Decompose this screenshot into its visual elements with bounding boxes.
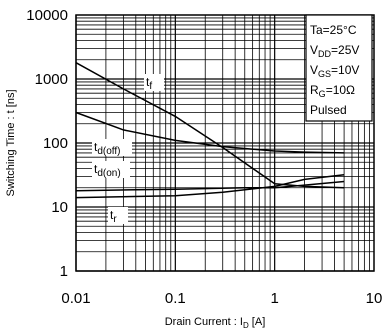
series-td(off)-line — [75, 111, 345, 154]
condition-line: RG=10Ω — [310, 83, 355, 99]
curve-label-bg — [108, 207, 128, 224]
series-tr-line — [75, 180, 345, 192]
plot-frame — [75, 14, 375, 272]
x-tick-label: 0.01 — [61, 290, 90, 307]
condition-line: Ta=25°C — [310, 23, 357, 37]
y-tick-label: 10 — [51, 199, 68, 216]
curve-label-td(off): td(off) — [94, 140, 121, 157]
y-tick-label: 1 — [60, 263, 68, 280]
curve-label-bg — [92, 139, 132, 156]
y-tick-label: 1000 — [35, 71, 68, 88]
curve-label-bg — [144, 74, 164, 91]
curve-label-tf: tf — [146, 75, 152, 92]
curves — [75, 62, 345, 199]
y-tick-label: 10000 — [26, 7, 68, 24]
condition-line: VGS=10V — [310, 63, 359, 79]
series-td(on)-line — [75, 173, 345, 199]
x-tick-label: 0.1 — [165, 290, 186, 307]
tick-labels: 0.01 0.1 1 10 1 10 100 1000 10000 — [26, 7, 382, 307]
condition-line: VDD=25V — [310, 43, 359, 59]
curve-label-td(on): td(on) — [94, 162, 121, 179]
curve-label-tr: tr — [110, 208, 117, 225]
curve-label-bg — [92, 161, 130, 178]
curve-labels: tf td(off) td(on) tr — [92, 74, 164, 225]
series-tf-line — [75, 62, 345, 189]
conditions-box: Ta=25°C VDD=25V VGS=10V RG=10Ω Pulsed — [305, 14, 373, 122]
y-tick-label: 100 — [43, 135, 68, 152]
condition-line: Pulsed — [310, 103, 347, 117]
x-tick-label: 1 — [270, 290, 278, 307]
x-axis-label: Drain Current : ID [A] — [165, 316, 266, 330]
y-axis-label: Switching Time : t [ns] — [5, 90, 17, 197]
x-tick-label: 10 — [366, 290, 383, 307]
